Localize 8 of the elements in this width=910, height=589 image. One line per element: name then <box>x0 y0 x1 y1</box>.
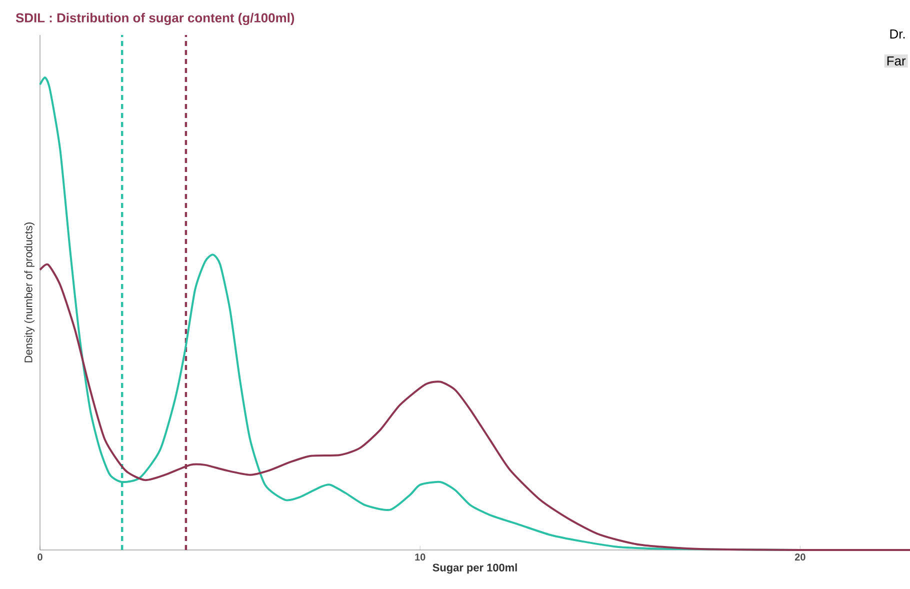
x-axis-title: Sugar per 100ml <box>432 563 517 574</box>
y-axis-title: Density (number of products) <box>24 222 34 362</box>
text: Far <box>887 56 906 66</box>
chart-title: SDIL : Distribution of sugar content (g/100ml) <box>16 12 294 26</box>
x-tick-label: 0 <box>38 554 42 561</box>
text: Dr. <box>890 30 905 38</box>
x-tick-label: 10 <box>415 554 426 561</box>
x-tick-label: 20 <box>794 554 806 561</box>
